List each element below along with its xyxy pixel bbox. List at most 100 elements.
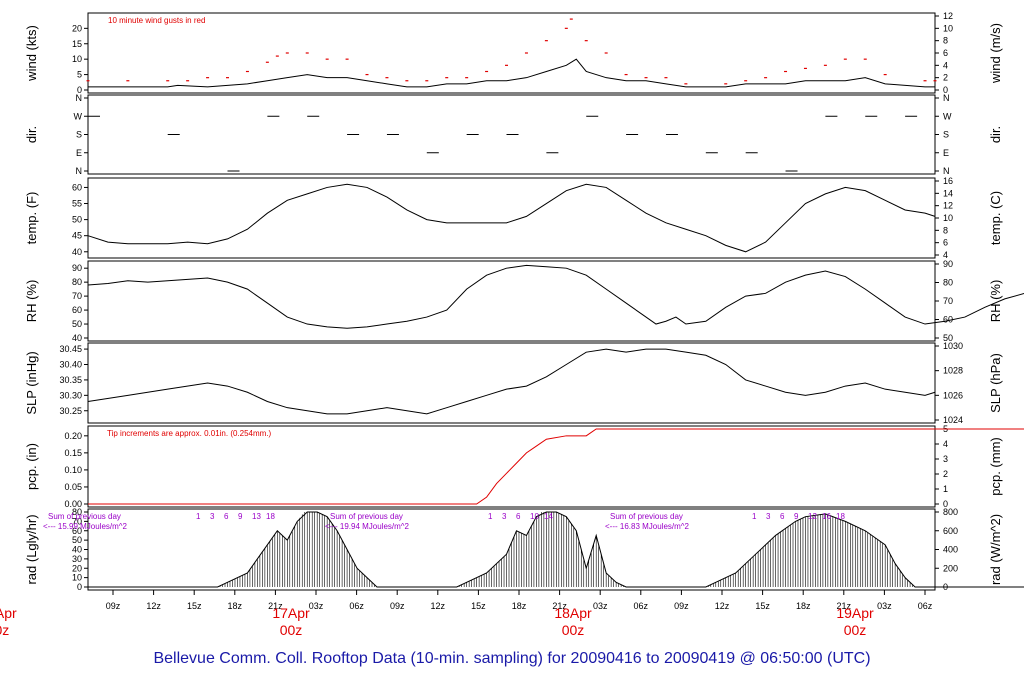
- dir-tick-label-right: N: [943, 93, 950, 103]
- temp-ytick-label-right: 8: [943, 225, 948, 235]
- time-tick-label: 18z: [796, 601, 811, 611]
- pcp-ytick-label-right: 3: [943, 454, 948, 464]
- panel-pcp-annotation: Tip increments are approx. 0.01in. (0.25…: [107, 429, 272, 438]
- time-tick-label: 21z: [552, 601, 567, 611]
- rad-note-line1: Sum of previous day: [48, 512, 121, 521]
- rad-hour-label: 3: [502, 512, 507, 521]
- temp-line: [87, 183, 936, 253]
- rad-ytick-label-right: 800: [943, 507, 958, 517]
- time-tick-label: 09z: [106, 601, 121, 611]
- temp-ytick-label: 55: [72, 199, 82, 209]
- rad-note-line1: Sum of previous day: [330, 512, 403, 521]
- slp-ytick-label: 30.40: [59, 360, 82, 370]
- rad-hour-label: 3: [766, 512, 771, 521]
- rh-ytick-label: 60: [72, 305, 82, 315]
- temp-ytick-label: 40: [72, 247, 82, 257]
- day-label: 18Apr: [554, 605, 592, 621]
- dir-tick-label-right: E: [943, 148, 949, 158]
- time-tick-label: 06z: [918, 601, 933, 611]
- wind-ytick-label: 10: [72, 54, 82, 64]
- pcp-line: [88, 428, 1024, 505]
- panel-rh-ylabel-right: RH (%): [988, 280, 1003, 323]
- wind-ytick-label: 0: [77, 85, 82, 95]
- temp-ytick-label: 45: [72, 231, 82, 241]
- pcp-ytick-label-right: 2: [943, 469, 948, 479]
- rad-line: [88, 511, 1024, 588]
- rad-ytick-label-right: 400: [943, 545, 958, 555]
- rad-hour-label: 18: [266, 512, 275, 521]
- wind-ytick-label-right: 8: [943, 36, 948, 46]
- time-tick-label: 03z: [309, 601, 324, 611]
- rad-hour-label: 12: [808, 512, 817, 521]
- pcp-ytick-label-right: 4: [943, 439, 948, 449]
- wind-ytick-label-right: 10: [943, 23, 953, 33]
- time-tick-label: 15z: [755, 601, 770, 611]
- time-tick-label: 12z: [715, 601, 730, 611]
- rad-ytick-label: 10: [72, 573, 82, 583]
- pcp-ytick-label-right: 0: [943, 499, 948, 509]
- temp-ytick-label-right: 4: [943, 250, 948, 260]
- temp-ytick-label: 50: [72, 215, 82, 225]
- day-label: 17Apr: [272, 605, 310, 621]
- rad-note-line2: <--- 15.99 MJoules/m^2: [43, 522, 128, 531]
- rad-ytick-label: 80: [72, 507, 82, 517]
- rh-ytick-label: 90: [72, 263, 82, 273]
- panel-wind-ylabel: wind (kts): [24, 25, 39, 82]
- time-tick-label: 12z: [146, 601, 161, 611]
- panel-rh-ylabel: RH (%): [24, 280, 39, 323]
- temp-ytick-label-right: 16: [943, 176, 953, 186]
- rh-ytick-label: 80: [72, 277, 82, 287]
- rad-ytick-label: 20: [72, 563, 82, 573]
- time-tick-label: 06z: [349, 601, 364, 611]
- dir-tick-label-right: S: [943, 130, 949, 140]
- rh-ytick-label: 40: [72, 333, 82, 343]
- rh-ytick-label: 50: [72, 319, 82, 329]
- time-tick-label: 03z: [593, 601, 608, 611]
- day-label: 16Apr: [0, 605, 17, 621]
- rh-ytick-label-right: 70: [943, 296, 953, 306]
- panel-rh-frame: [87, 260, 936, 342]
- temp-ytick-label-right: 12: [943, 201, 953, 211]
- time-tick-label: 15z: [187, 601, 202, 611]
- rad-hour-label: 1: [752, 512, 757, 521]
- time-tick-label: 09z: [390, 601, 405, 611]
- temp-ytick-label-right: 6: [943, 238, 948, 248]
- rad-note-line1: Sum of previous day: [610, 512, 683, 521]
- rad-ytick-label: 40: [72, 545, 82, 555]
- dir-tick-label-left: N: [76, 166, 83, 176]
- panel-rad-ylabel-right: rad (W/m^2): [988, 514, 1003, 585]
- wind-ytick-label-right: 2: [943, 73, 948, 83]
- rh-ytick-label-right: 80: [943, 278, 953, 288]
- time-tick-label: 09z: [674, 601, 689, 611]
- rad-hour-label: 1: [488, 512, 493, 521]
- pcp-ytick-label: 0.20: [64, 431, 82, 441]
- rh-ytick-label-right: 50: [943, 333, 953, 343]
- rad-hour-label: 9: [794, 512, 799, 521]
- rad-note-line2: <--- 16.83 MJoules/m^2: [605, 522, 690, 531]
- time-tick-label: 18z: [228, 601, 243, 611]
- dir-tick-label-left: N: [76, 93, 83, 103]
- time-tick-label: 21z: [268, 601, 283, 611]
- wind-ytick-label-right: 0: [943, 85, 948, 95]
- time-tick-label: 12z: [431, 601, 446, 611]
- rad-hour-label: 13: [252, 512, 261, 521]
- time-tick-label: 21z: [837, 601, 852, 611]
- chart-caption: Bellevue Comm. Coll. Rooftop Data (10-mi…: [153, 650, 871, 667]
- rad-hour-label: 10: [530, 512, 539, 521]
- panel-dir-ylabel: dir.: [24, 126, 39, 143]
- pcp-ytick-label: 0.15: [64, 448, 82, 458]
- rad-ytick-label-right: 200: [943, 563, 958, 573]
- day-sublabel: 00z: [0, 622, 9, 638]
- panel-pcp-frame: [87, 425, 936, 508]
- rad-hour-label: 16: [822, 512, 831, 521]
- slp-ytick-label-right: 1026: [943, 390, 963, 400]
- panel-dir-ylabel-right: dir.: [988, 126, 1003, 143]
- pcp-ytick-label: 0.00: [64, 499, 82, 509]
- panel-slp-frame: [87, 342, 936, 424]
- slp-ytick-label: 30.25: [59, 406, 82, 416]
- slp-ytick-label-right: 1024: [943, 415, 963, 425]
- slp-ytick-label: 30.45: [59, 344, 82, 354]
- rad-ytick-label: 50: [72, 535, 82, 545]
- rad-hour-label: 6: [516, 512, 521, 521]
